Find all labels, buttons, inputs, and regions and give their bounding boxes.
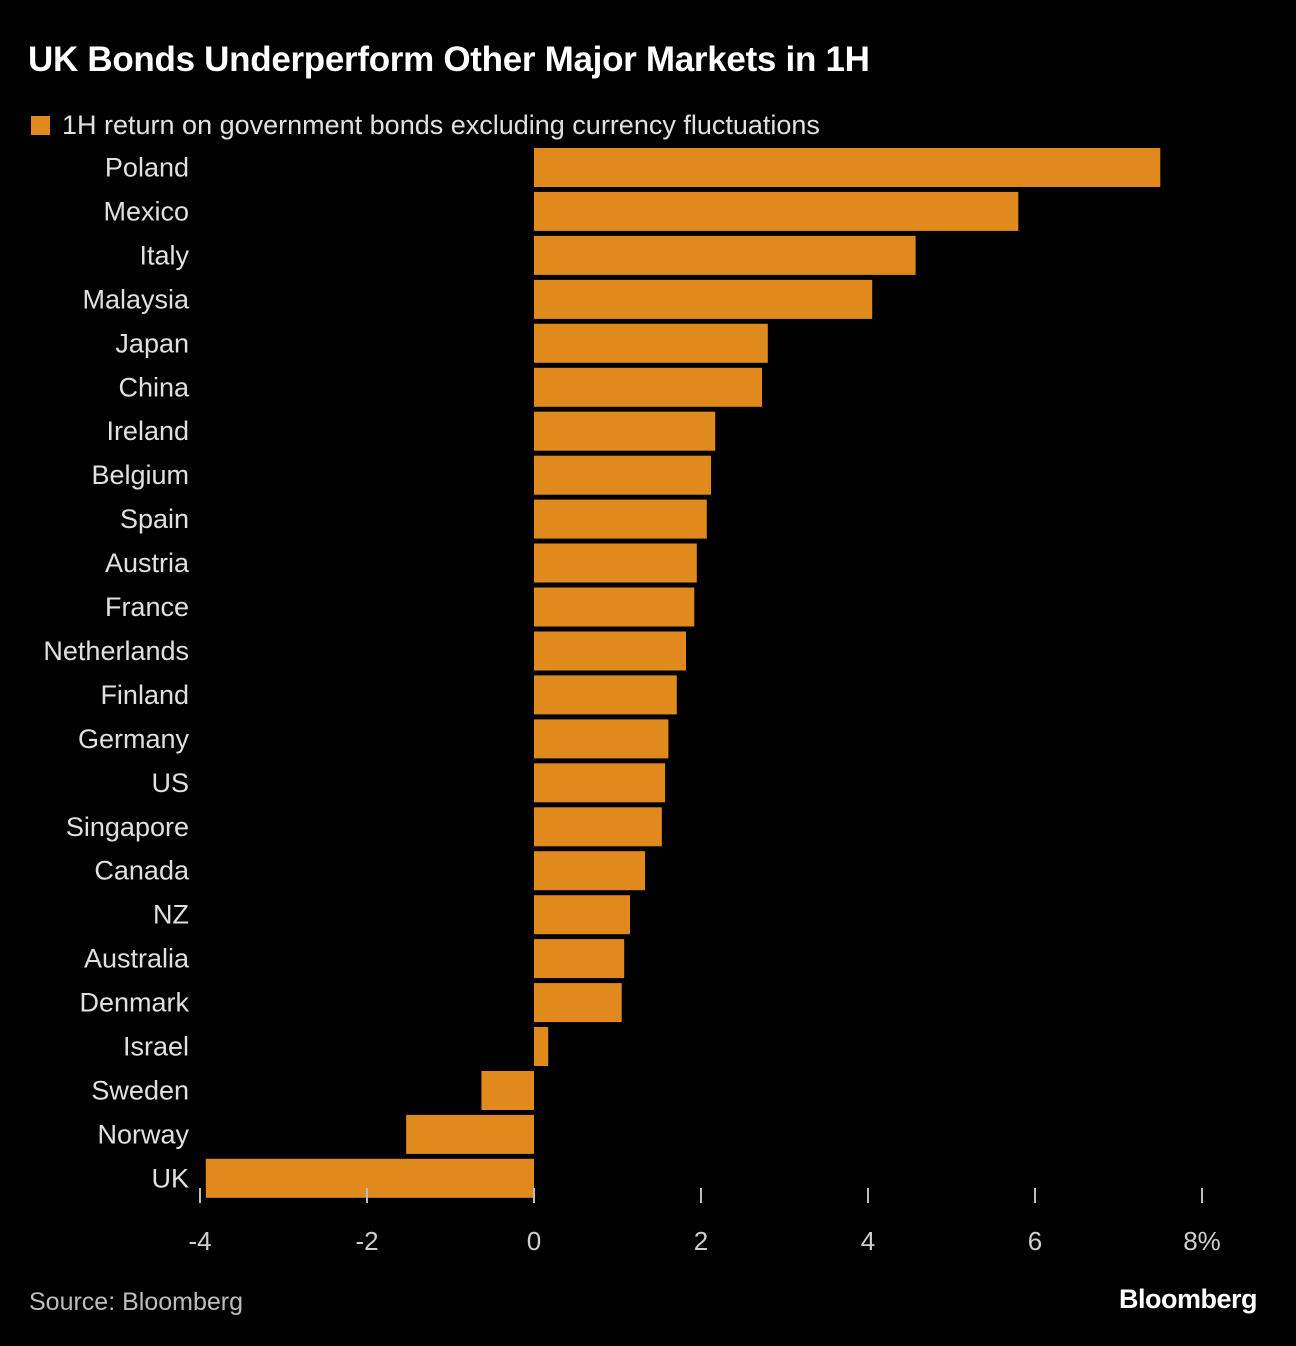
legend: 1H return on government bonds excluding … [31,107,820,143]
bar-mexico [534,191,1019,231]
category-label: Italy [139,240,189,270]
bar-poland [534,148,1161,187]
category-label: Ireland [106,416,189,446]
bar-sweden [481,1071,534,1110]
bar-malaysia [534,279,873,319]
category-label: Singapore [66,812,189,842]
bar-denmark [534,983,622,1023]
category-label: France [105,592,189,622]
category-label: Norway [97,1119,189,1149]
category-label: Israel [123,1032,189,1062]
bar-italy [534,235,916,275]
category-label: Spain [120,504,189,534]
category-label: Belgium [91,460,189,490]
bar-japan [534,323,768,363]
x-tick-label: -2 [355,1226,378,1256]
category-label: UK [151,1163,189,1193]
x-tick-label: 4 [861,1226,875,1256]
category-label: Austria [105,548,190,578]
bar-canada [534,851,646,891]
category-label: Australia [84,944,190,974]
bar-norway [406,1114,534,1154]
bar-israel [534,1027,549,1066]
category-label: US [151,768,189,798]
category-label: Finland [100,680,189,710]
bar-finland [534,675,677,715]
category-label: Sweden [91,1076,189,1106]
source-note: Source: Bloomberg [29,1288,244,1316]
x-tick-label: 2 [694,1226,708,1256]
category-label: Netherlands [43,636,189,666]
bar-france [534,587,695,627]
chart-title: UK Bonds Underperform Other Major Market… [28,40,870,79]
legend-label: 1H return on government bonds excluding … [62,109,820,140]
x-tick-label: 8% [1183,1226,1221,1256]
bar-us [534,763,666,803]
category-label: Poland [105,153,189,183]
category-label: Japan [115,328,189,358]
category-label: NZ [153,900,189,930]
brand-logo: Bloomberg [1118,1284,1258,1314]
bar-netherlands [534,631,686,671]
bar-china [534,367,762,407]
x-tick-label: 6 [1028,1226,1042,1256]
category-label: China [118,372,190,402]
bar-uk [205,1158,535,1198]
category-label: Canada [94,856,190,886]
x-tick-label: -4 [188,1226,211,1256]
bar-nz [534,895,630,935]
bar-belgium [534,455,711,495]
bar-ireland [534,411,716,451]
category-label: Malaysia [82,284,190,314]
bar-singapore [534,807,662,847]
bar-spain [534,499,707,539]
bar-germany [534,719,669,759]
x-tick-label: 0 [527,1226,541,1256]
bar-austria [534,543,697,583]
legend-swatch [31,115,50,135]
category-label: Denmark [79,988,189,1018]
category-label: Mexico [103,196,189,226]
bar-australia [534,939,625,979]
category-label: Germany [78,724,190,754]
